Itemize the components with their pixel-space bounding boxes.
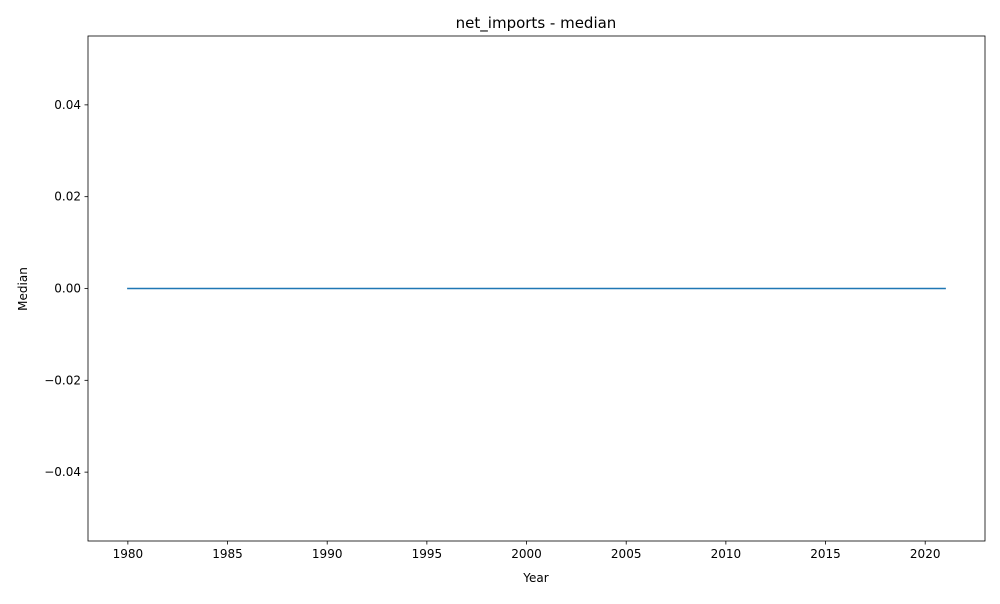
x-tick-label-2000: 2000 xyxy=(511,547,542,561)
y-tick-label-3: 0.02 xyxy=(54,190,81,204)
x-tick-label-2015: 2015 xyxy=(810,547,841,561)
x-tick-label-1990: 1990 xyxy=(312,547,343,561)
y-tick-label-2: 0.00 xyxy=(54,282,81,296)
x-tick-label-2020: 2020 xyxy=(910,547,941,561)
x-tick-label-1995: 1995 xyxy=(412,547,443,561)
x-tick-label-2010: 2010 xyxy=(711,547,742,561)
plot-area: 1980 1985 1990 1995 2000 2005 2010 2015 2020 −0.0… xyxy=(44,35,986,561)
y-tick-label-1: −0.02 xyxy=(44,373,81,387)
y-tick-label-0: −0.04 xyxy=(44,465,81,479)
y-axis-label: Median xyxy=(16,267,30,311)
chart-title: net_imports - median xyxy=(456,14,617,33)
x-tick-label-1980: 1980 xyxy=(113,547,144,561)
x-tick-label-2005: 2005 xyxy=(611,547,642,561)
y-tick-label-4: 0.04 xyxy=(54,98,81,112)
x-tick-label-1985: 1985 xyxy=(212,547,243,561)
x-axis-label: Year xyxy=(522,571,548,585)
